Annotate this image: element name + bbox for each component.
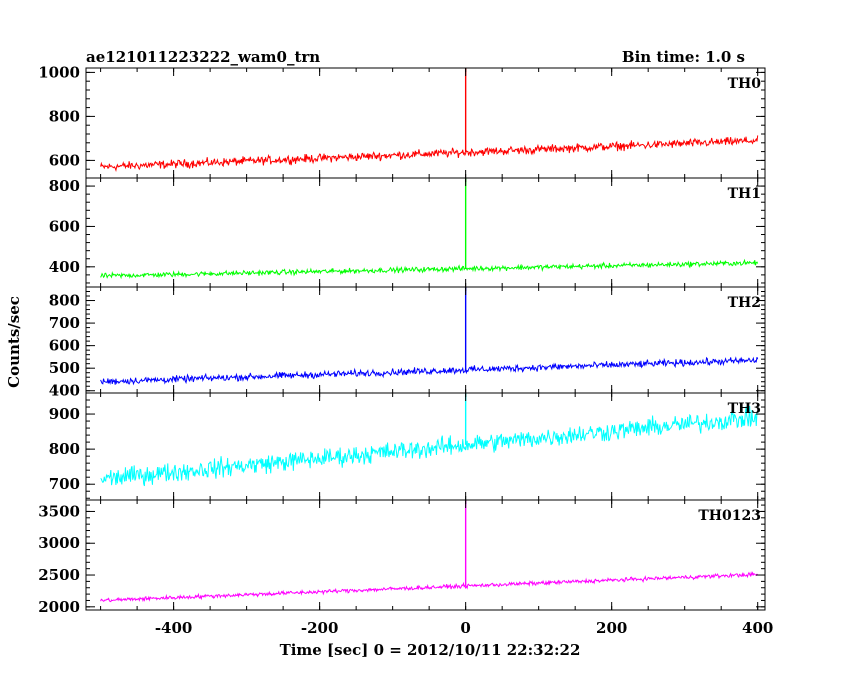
y-tick-label: 2000 xyxy=(38,598,80,616)
x-tick-label: -400 xyxy=(155,619,193,637)
series-line-th3 xyxy=(100,405,758,487)
panel-th1: 400 600 800 TH1 xyxy=(49,177,766,288)
panel-frame xyxy=(85,67,766,179)
y-tick-label: 500 xyxy=(49,359,80,377)
y-tick-label: 800 xyxy=(49,440,80,458)
panel-label-th0123: TH0123 xyxy=(698,508,761,524)
y-tick-label: 3000 xyxy=(38,534,80,552)
series-line-th1 xyxy=(100,258,759,280)
panels-group: 600 800 1000 TH0 400 600 800 TH1 400 500 600 700 800… xyxy=(38,63,766,616)
y-tick-label: 3500 xyxy=(38,502,80,520)
x-tick-label: 400 xyxy=(742,619,773,637)
panel-th2: 400 500 600 700 800 TH2 xyxy=(49,286,766,400)
panel-label-th2: TH2 xyxy=(728,295,761,311)
panel-th0: 600 800 1000 TH0 xyxy=(38,63,766,179)
chart-title: ae121011223222_wam0_trn xyxy=(86,48,320,66)
y-tick-label: 600 xyxy=(49,337,80,355)
y-tick-label: 700 xyxy=(49,475,80,493)
y-tick-label: 800 xyxy=(49,177,80,195)
bin-time-label: Bin time: 1.0 s xyxy=(622,48,745,66)
panel-frame xyxy=(85,499,766,611)
series-line-th2 xyxy=(100,356,759,386)
series-line-th0 xyxy=(100,135,759,172)
x-tick-label: 0 xyxy=(460,619,470,637)
series-line-th0123 xyxy=(100,571,758,603)
panel-label-th1: TH1 xyxy=(728,186,761,202)
panel-label-th0: TH0 xyxy=(728,76,762,92)
y-tick-label: 800 xyxy=(49,107,80,125)
x-tick-label: 200 xyxy=(596,619,627,637)
y-tick-label: 1000 xyxy=(38,63,80,81)
y-tick-label: 700 xyxy=(49,314,80,332)
y-tick-label: 600 xyxy=(49,151,80,169)
y-tick-label: 900 xyxy=(49,405,80,423)
panel-th3: 700 800 900 TH3 xyxy=(49,392,766,501)
panel-label-th3: TH3 xyxy=(728,401,761,417)
y-tick-label: 400 xyxy=(49,258,80,276)
y-tick-label: 800 xyxy=(49,292,80,310)
x-axis-title: Time [sec] 0 = 2012/10/11 22:32:22 xyxy=(280,641,581,659)
y-axis-title: Counts/sec xyxy=(5,296,23,388)
y-tick-label: 400 xyxy=(49,382,80,400)
y-tick-label: 600 xyxy=(49,217,80,235)
y-tick-label: 2500 xyxy=(38,566,80,584)
x-axis: -400 -200 0 200 400 xyxy=(155,619,774,637)
panel-th0123: 2000 2500 3000 3500 TH0123 xyxy=(38,499,766,616)
x-tick-label: -200 xyxy=(301,619,339,637)
panel-frame xyxy=(85,392,766,501)
